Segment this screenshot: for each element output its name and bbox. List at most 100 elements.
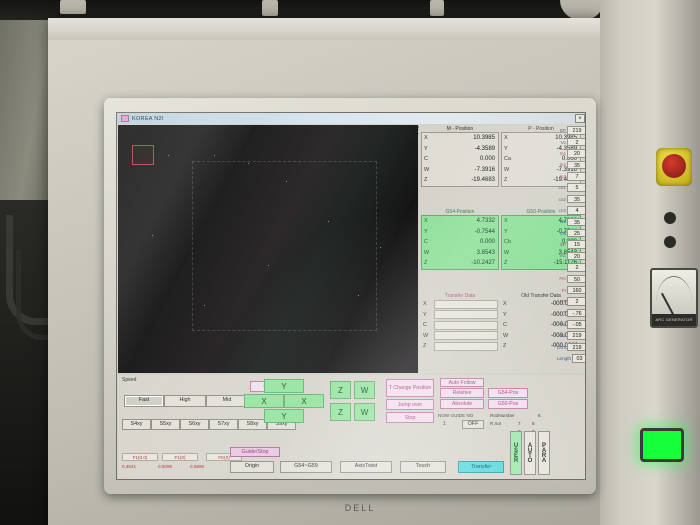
m-position-box: X 10.3985 Y -4.3589 C 0.000 W -7.3916 Z -19.4…	[421, 132, 499, 187]
param-value[interactable]: 20	[567, 251, 585, 261]
param-value[interactable]: 35	[567, 160, 585, 170]
now-guide-no-label: NOW GUIDE NO	[438, 413, 474, 418]
transfer-input[interactable]	[434, 299, 498, 309]
param-value[interactable]: 35	[567, 194, 585, 204]
p-position-title: P - Position	[528, 126, 554, 132]
table-row: Y -4.3589	[502, 144, 580, 155]
step-button-s7xy[interactable]: S7xy	[209, 419, 238, 430]
param-value[interactable]: 2	[567, 297, 585, 306]
param-value[interactable]: 5	[567, 183, 585, 192]
g54-g59-button[interactable]: G54~G59	[280, 461, 332, 473]
transfer-data-box: X Y C W Z	[421, 299, 499, 352]
jog-z-minus-button[interactable]: Z	[330, 403, 351, 421]
step-button-s6xy[interactable]: S6xy	[180, 419, 209, 430]
step-button-s4xy[interactable]: S4xy	[122, 419, 151, 430]
close-icon[interactable]: ×	[575, 114, 585, 123]
speed-mode-fast[interactable]: Fast	[124, 395, 164, 407]
absolute-button[interactable]: Absolute	[440, 399, 484, 409]
axis-value: -7.3916	[474, 166, 495, 173]
jog-x-plus-button[interactable]: X	[284, 394, 324, 408]
param-label: In1	[559, 150, 566, 156]
analog-meter: ARC GENERATOR	[650, 268, 698, 328]
jog-w-plus-button[interactable]: W	[354, 381, 375, 399]
transfer-button[interactable]: Transfer	[458, 461, 504, 473]
param-value[interactable]: 03	[572, 354, 585, 363]
table-row: Z	[421, 341, 499, 352]
jog-y-minus-button[interactable]: Y	[264, 409, 304, 423]
guide-stop-button[interactable]: Guide/Stop	[230, 447, 280, 457]
transfer-input[interactable]	[434, 331, 498, 341]
jog-y-plus-button[interactable]: Y	[264, 379, 304, 393]
toolpath-canvas[interactable]	[118, 125, 418, 373]
canvas-point	[204, 305, 205, 306]
power-indicator-lamp[interactable]	[640, 428, 684, 462]
speed-mode-high[interactable]: High	[164, 395, 206, 407]
transfer-input[interactable]	[434, 320, 498, 330]
param-value[interactable]: -.76	[567, 308, 585, 318]
readout-label-2: F1(0)	[162, 453, 198, 461]
tab-auto[interactable]: AUTO	[524, 431, 536, 475]
param-value[interactable]: 2	[567, 263, 585, 272]
jump-over-button[interactable]: Jump over	[386, 399, 434, 410]
transfer-input[interactable]	[434, 341, 498, 351]
t-change-position-button[interactable]: T Change Position	[386, 379, 434, 397]
canvas-point	[268, 265, 269, 266]
auto-follow-button[interactable]: Auto Follow	[440, 378, 484, 387]
jog-x-minus-button[interactable]: X	[244, 394, 284, 408]
param-label: cn2	[558, 196, 566, 202]
param-value[interactable]: -.05	[567, 320, 585, 329]
param-label: In2	[559, 162, 566, 168]
axis-twist-button[interactable]: AxisTwist	[340, 461, 392, 473]
tab-user[interactable]: USER	[510, 431, 522, 475]
param-value[interactable]: 219	[567, 331, 585, 340]
axis-label: Y	[423, 311, 427, 318]
param-value[interactable]: 50	[567, 274, 585, 284]
axis-value: -15.1176	[553, 260, 577, 267]
jog-w-minus-button[interactable]: W	[354, 403, 375, 421]
param-value[interactable]: 15	[567, 240, 585, 249]
axis-value: -7.3916	[556, 166, 577, 173]
meter-scale	[656, 276, 692, 302]
stop-jog-button[interactable]: Stop	[386, 412, 434, 423]
axis-value: 10.3985	[473, 135, 495, 142]
param-value[interactable]: 2	[567, 137, 585, 147]
param-row: In3 7	[557, 171, 585, 182]
param-value[interactable]: 20	[567, 149, 585, 158]
param-row: T -.76	[557, 307, 585, 318]
param-label: EP	[559, 128, 566, 134]
step-button-s8xy[interactable]: S8xy	[238, 419, 267, 430]
param-value[interactable]: 4	[567, 206, 585, 215]
table-row: C	[421, 320, 499, 331]
param-value[interactable]: 25	[567, 228, 585, 238]
axis-label: X	[424, 135, 428, 142]
speed-mode-mid[interactable]: Mid	[206, 395, 248, 407]
param-value[interactable]: 160	[567, 285, 585, 295]
param-value[interactable]: 35	[567, 217, 585, 227]
guide-off-button[interactable]: OFF	[462, 420, 484, 429]
readout-label-1: F1(0.0)	[122, 453, 158, 461]
tab-para[interactable]: PARA	[538, 431, 550, 475]
param-row: cn2 35	[557, 193, 585, 204]
old-transfer-data-title: Old Transfer Data	[521, 293, 561, 299]
control-cabinet-top	[48, 18, 603, 40]
g54-position-title: G54-Position	[445, 209, 475, 215]
g54-pos-button[interactable]: G54-Pos	[488, 388, 528, 398]
top-fixture-4	[560, 0, 604, 20]
emergency-stop-button[interactable]	[656, 148, 692, 186]
step-button-s5xy[interactable]: S5xy	[151, 419, 180, 430]
relative-button[interactable]: Relative	[440, 388, 484, 398]
lower-control-panel: Speed One hole Fast High Mid Slow S4xy S…	[118, 375, 585, 479]
selection-marker[interactable]	[132, 145, 154, 165]
g50-pos-button[interactable]: G50-Pos	[488, 399, 528, 409]
table-row: X 4.7332	[422, 216, 498, 227]
param-value[interactable]: 7	[567, 172, 585, 181]
param-value[interactable]: 219	[567, 342, 585, 352]
param-value[interactable]: 219	[567, 126, 585, 135]
transfer-input[interactable]	[434, 310, 498, 320]
table-row: C 0.000	[422, 154, 498, 165]
jog-z-plus-button[interactable]: Z	[330, 381, 351, 399]
origin-button[interactable]: Origin	[230, 461, 274, 473]
touch-button[interactable]: Touch	[400, 461, 446, 473]
param-label: SP	[559, 242, 566, 248]
table-row: Z -10.2427	[422, 258, 498, 269]
